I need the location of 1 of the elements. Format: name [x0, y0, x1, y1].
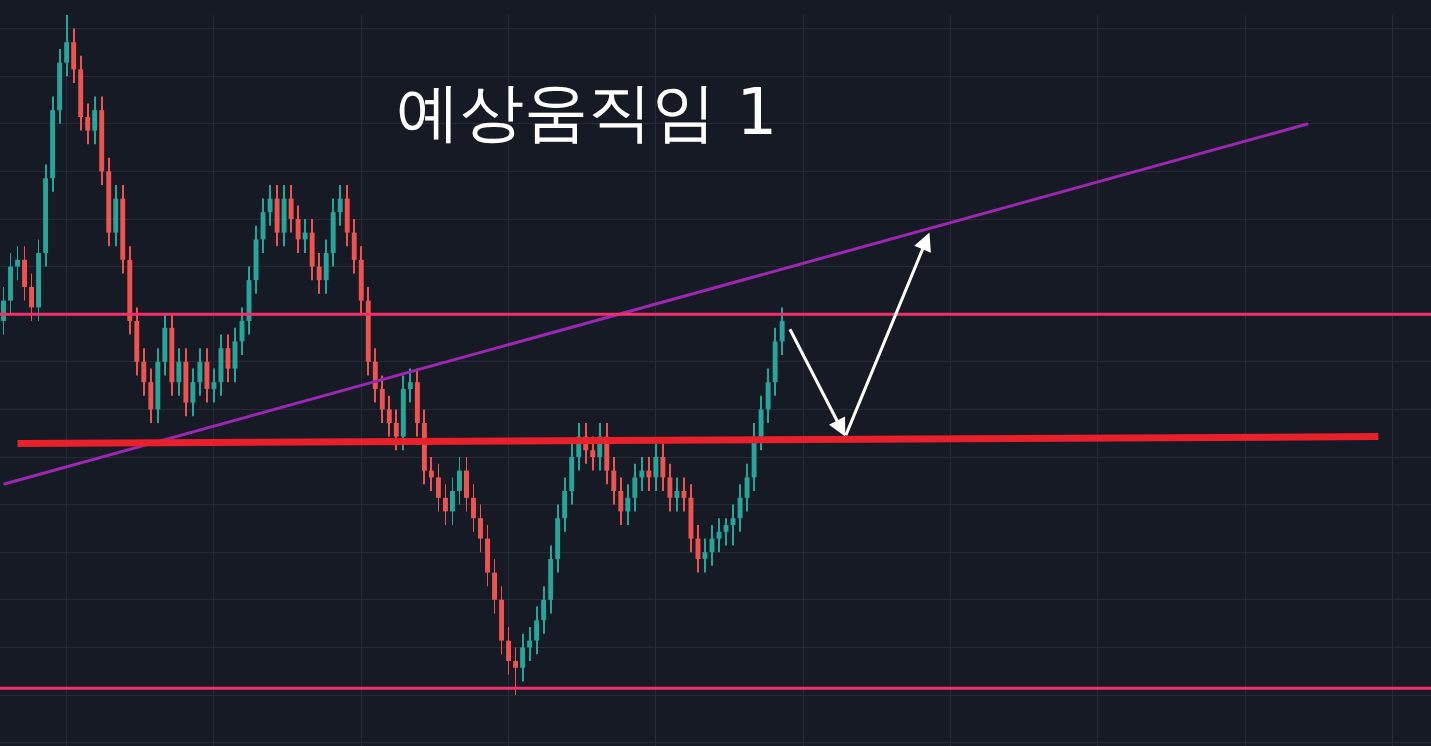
text: 예상움직임 1: [396, 75, 778, 150]
